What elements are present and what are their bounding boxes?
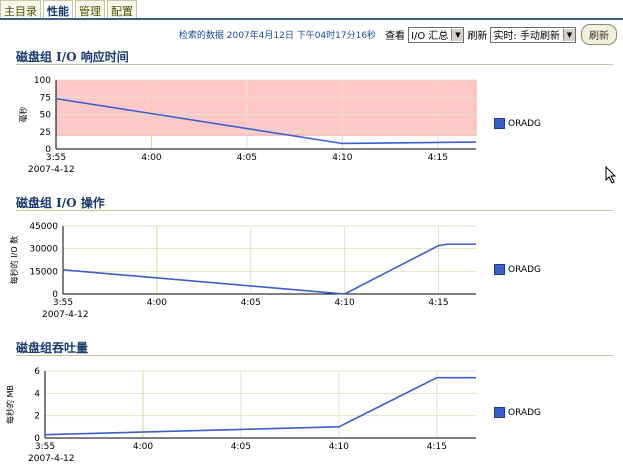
mouse-cursor-icon [605, 166, 617, 184]
io-operations-chart: 0 15000 30000 45000 3:55 4:00 4:05 4:10 4:15 2007… [9, 222, 476, 320]
x-tick-label: 4:15 [427, 442, 447, 452]
section-divider [16, 64, 613, 65]
x-tick-label: 4:00 [147, 298, 167, 308]
view-label: 查看 [385, 31, 406, 42]
x-tick-label: 4:10 [334, 298, 354, 308]
legend-label: ORADG [508, 264, 542, 275]
y-tick-label: 2 [34, 412, 40, 422]
refresh-button[interactable]: 刷新 [581, 24, 617, 45]
y-tick-label: 50 [40, 111, 52, 121]
tab-underline [0, 18, 623, 20]
y-tick-label: 0 [45, 145, 51, 155]
y-tick-label: 100 [34, 76, 51, 86]
legend-swatch [494, 264, 505, 275]
x-tick-label: 4:05 [231, 442, 251, 452]
series-line [55, 97, 477, 145]
plot-area [45, 371, 476, 438]
y-tick-label: 15000 [29, 267, 58, 277]
y-tick-label: 25 [40, 128, 51, 138]
legend-swatch [494, 407, 505, 418]
toolbar: 检索的数据 2007年4月12日 下午04时17分16秒 查看 I/O 汇总 ▼… [179, 24, 617, 45]
x-tick-label: 4:10 [329, 442, 349, 452]
x-tick-label: 3:55 [53, 298, 73, 308]
threshold-band [55, 79, 477, 136]
date-label: 2007-4-12 [28, 454, 75, 464]
retrieved-timestamp: 检索的数据 2007年4月12日 下午04时17分16秒 [178, 31, 377, 41]
section-title-throughput: 磁盘组吞吐量 [16, 341, 89, 355]
section-title-io-operations: 磁盘组 I/O 操作 [16, 196, 105, 210]
x-tick-label: 4:05 [237, 153, 257, 163]
y-tick-label: 0 [34, 434, 40, 444]
x-tick-label: 4:00 [133, 442, 153, 452]
section-divider [16, 210, 613, 211]
x-tick-label: 4:15 [428, 153, 448, 163]
date-label: 2007-4-12 [28, 165, 75, 175]
date-label: 2007-4-12 [42, 310, 89, 320]
view-select-value: I/O 汇总 [411, 31, 449, 42]
section-divider [16, 355, 613, 356]
y-tick-label: 45000 [29, 222, 58, 232]
x-tick-label: 3:55 [46, 153, 66, 163]
throughput-chart: 0 2 4 6 3:55 4:00 4:05 4:10 4:15 2007-4-12 每秒的 MB [5, 367, 476, 464]
x-tick-label: 4:10 [332, 153, 352, 163]
tab-bar: 主目录 性能 管理 配置 [0, 0, 139, 19]
y-tick-label: 75 [40, 93, 51, 103]
series-line [44, 376, 476, 436]
legend-label: ORADG [508, 118, 542, 129]
refresh-select[interactable]: 实时: 手动刷新 ▼ [490, 26, 576, 43]
y-tick-label: 6 [34, 367, 40, 377]
legend-throughput: ORADG [494, 407, 541, 418]
y-tick-label: 4 [34, 389, 40, 399]
y-tick-label: 30000 [29, 245, 58, 255]
x-tick-label: 4:00 [141, 153, 161, 163]
y-axis-label: 毫秒 [18, 107, 28, 123]
x-tick-label: 4:15 [428, 298, 448, 308]
tab-administration[interactable]: 管理 [75, 0, 105, 19]
y-axis-label: 每秒的 I/O 数 [9, 236, 19, 284]
legend-io-operations: ORADG [494, 264, 541, 275]
legend-response-time: ORADG [494, 118, 541, 129]
y-axis-label: 每秒的 MB [5, 385, 15, 424]
legend-swatch [494, 118, 505, 129]
chevron-down-icon: ▼ [451, 28, 464, 41]
chevron-down-icon: ▼ [563, 28, 575, 41]
legend-label: ORADG [508, 407, 542, 418]
refresh-label: 刷新 [467, 31, 488, 42]
y-tick-label: 0 [52, 290, 58, 300]
x-tick-label: 3:55 [35, 442, 55, 452]
tab-performance[interactable]: 性能 [43, 0, 73, 19]
refresh-select-value: 实时: 手动刷新 [493, 31, 560, 42]
section-title-response-time: 磁盘组 I/O 响应时间 [16, 50, 129, 64]
response-time-chart: 0 25 50 75 100 3:55 4:00 4:05 4:10 4:15 2007-4-12 毫… [18, 76, 477, 175]
tab-home[interactable]: 主目录 [0, 0, 41, 19]
view-select[interactable]: I/O 汇总 ▼ [408, 26, 465, 43]
plot-area [63, 226, 476, 294]
series-line [62, 243, 476, 295]
x-tick-label: 4:05 [241, 298, 261, 308]
tab-configuration[interactable]: 配置 [107, 0, 137, 19]
